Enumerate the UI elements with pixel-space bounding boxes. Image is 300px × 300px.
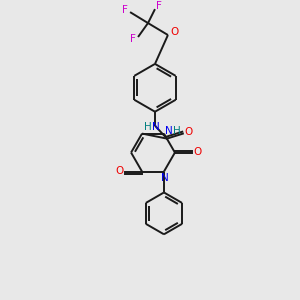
Text: H: H — [173, 126, 181, 136]
Text: F: F — [156, 1, 162, 11]
Text: N: N — [165, 126, 173, 136]
Text: F: F — [130, 34, 136, 44]
Text: N: N — [152, 122, 160, 132]
Text: O: O — [115, 166, 123, 176]
Text: O: O — [194, 147, 202, 157]
Text: H: H — [144, 122, 152, 132]
Text: N: N — [161, 172, 169, 182]
Text: O: O — [185, 127, 193, 136]
Text: O: O — [171, 27, 179, 37]
Text: F: F — [122, 5, 128, 15]
